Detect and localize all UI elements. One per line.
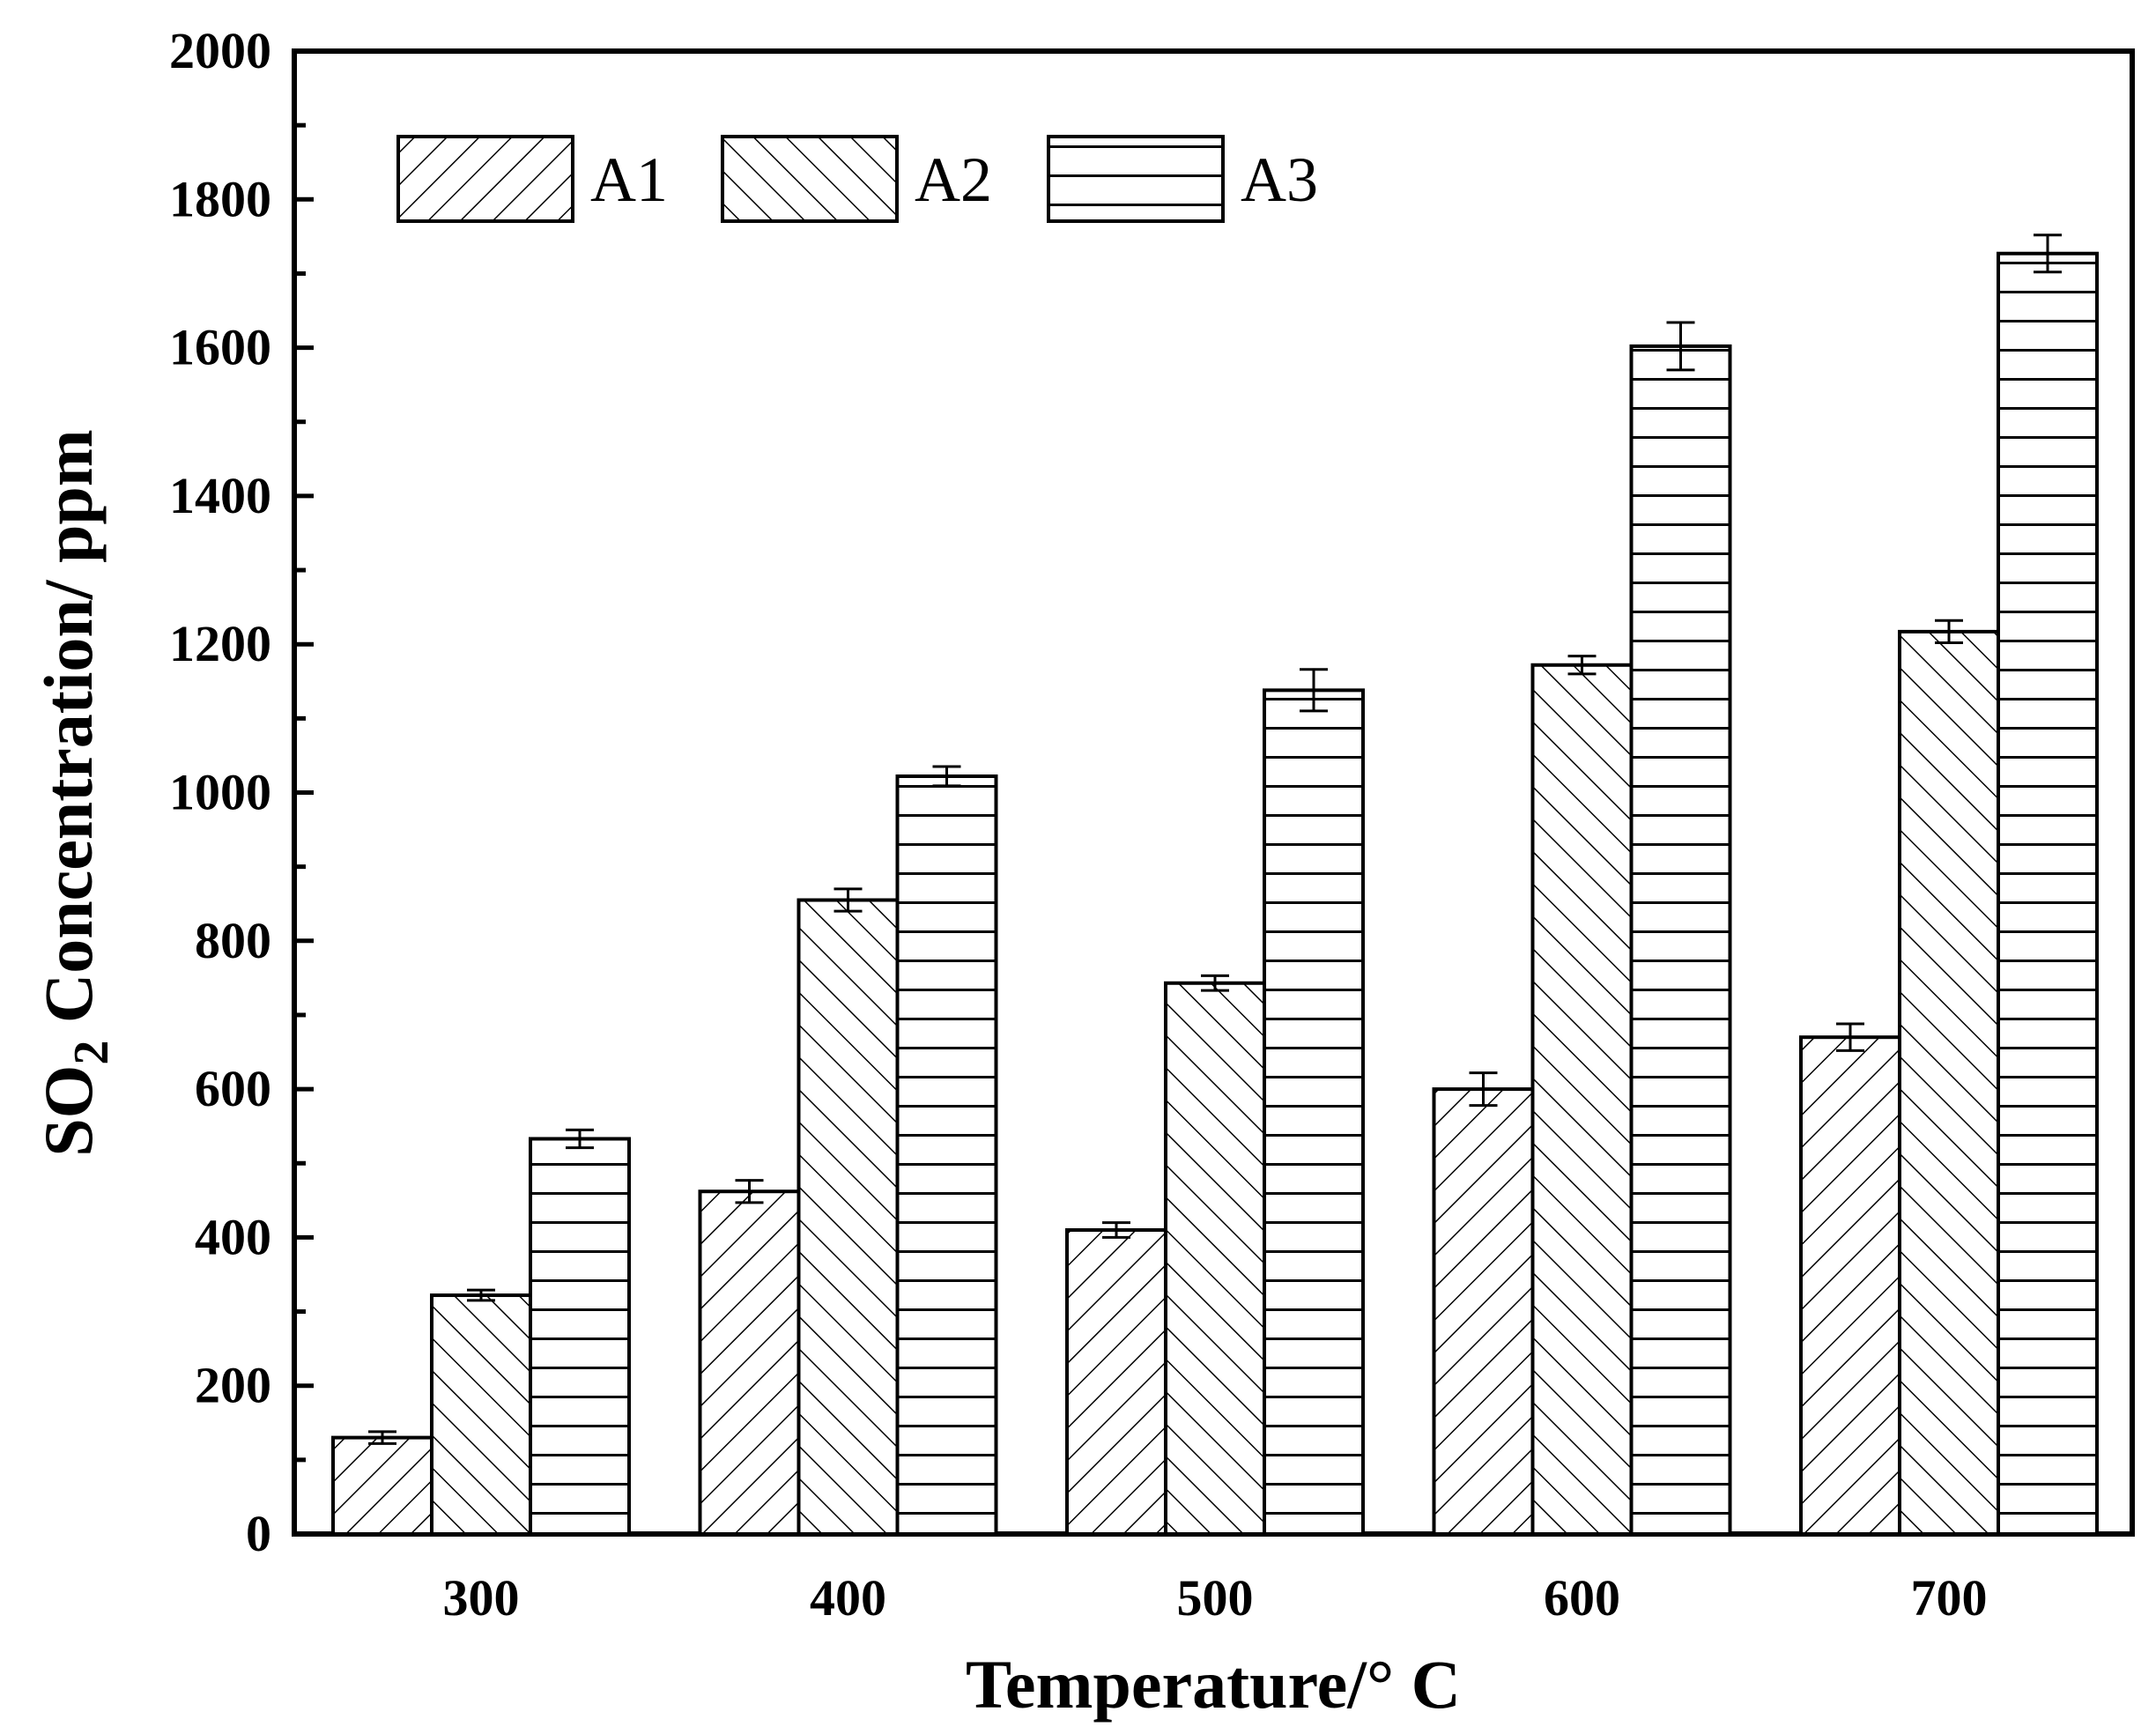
- y-tick-label: 1800: [169, 170, 271, 227]
- y-tick-label: 1400: [169, 467, 271, 524]
- legend-label-a2: A2: [915, 144, 992, 215]
- y-axis-title: SO2 Concentration/ ppm: [30, 429, 119, 1156]
- legend-label-a1: A1: [590, 144, 668, 215]
- y-tick-label: 1600: [169, 319, 271, 376]
- y-tick-label: 400: [195, 1208, 271, 1265]
- y-tick-label: 600: [195, 1060, 271, 1117]
- bar-a2: [1530, 663, 1634, 1536]
- bar-a1: [331, 1435, 433, 1536]
- bar-a3: [1997, 251, 2099, 1536]
- bar-a3: [1263, 688, 1365, 1536]
- x-axis-title: Temperature/° C: [966, 1646, 1461, 1723]
- bar-a2: [1898, 629, 2000, 1536]
- bar-a1: [1432, 1087, 1535, 1536]
- legend-swatch-a3: [1047, 135, 1225, 223]
- bar-a1: [698, 1189, 801, 1537]
- bar-series-group: [331, 233, 2099, 1537]
- bar-a2: [796, 898, 900, 1536]
- y-tick-label: 200: [195, 1357, 271, 1414]
- x-tick-label: 600: [1544, 1569, 1620, 1627]
- x-tick-label: 300: [443, 1569, 520, 1627]
- y-tick-label: 1200: [169, 615, 271, 672]
- y-tick-label: 2000: [169, 22, 271, 79]
- y-tick-label: 1000: [169, 764, 271, 821]
- bar-a3: [1629, 344, 1732, 1536]
- x-tick-label: 500: [1177, 1569, 1254, 1627]
- bar-a2: [1164, 981, 1266, 1536]
- y-tick-label: 800: [195, 912, 271, 969]
- y-axis: 0 200 400 600 800 1000 1200 1400 1600 1800 2000: [169, 22, 314, 1562]
- y-axis-title-rest: Concentration/ ppm: [30, 429, 107, 1040]
- x-tick-label: 700: [1911, 1569, 1988, 1627]
- legend: A1 A2 A3: [396, 135, 1318, 223]
- bar-a3: [895, 774, 998, 1536]
- y-axis-title-subscript: 2: [64, 1041, 119, 1065]
- y-tick-label: 0: [246, 1505, 271, 1562]
- x-tick-label: 400: [810, 1569, 886, 1627]
- y-axis-title-main: SO: [30, 1065, 107, 1157]
- bar-a2: [430, 1293, 532, 1536]
- legend-swatch-a1: [396, 135, 574, 223]
- bar-a3: [529, 1137, 631, 1536]
- legend-swatch-a2: [721, 135, 899, 223]
- bar-a1: [1799, 1035, 1901, 1536]
- bar-a1: [1065, 1227, 1167, 1536]
- legend-label-a3: A3: [1241, 144, 1318, 215]
